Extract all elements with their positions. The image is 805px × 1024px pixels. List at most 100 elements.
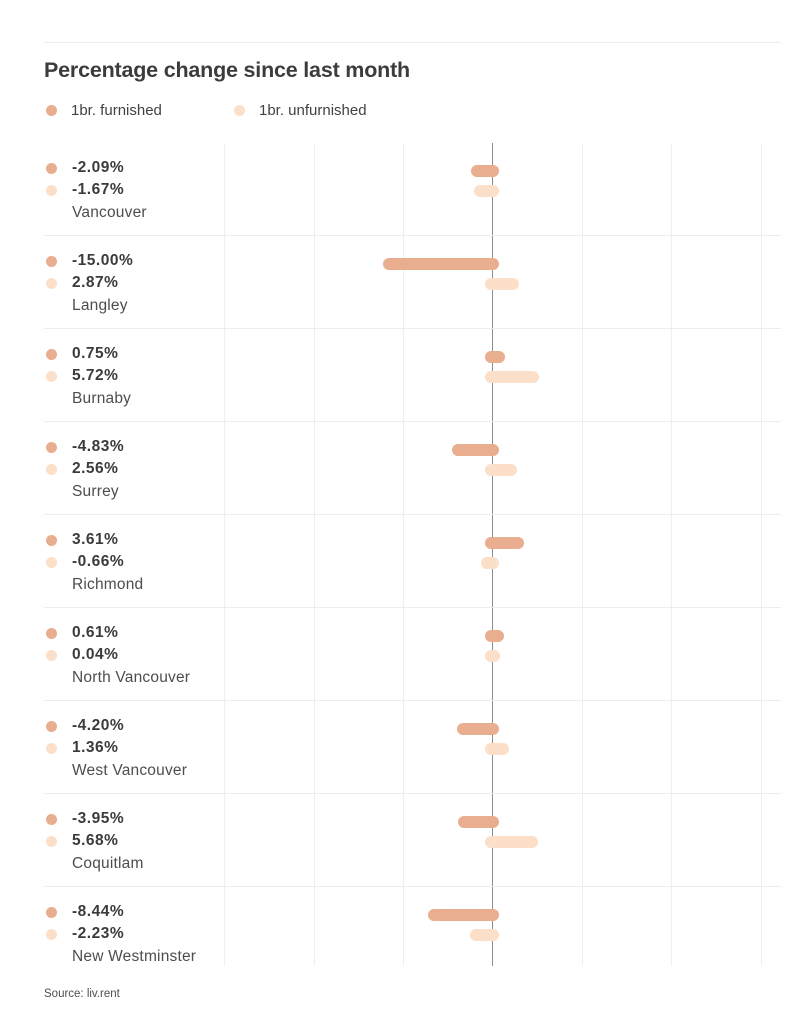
zero-axis-line: [491, 143, 494, 966]
unfurnished-bar: [480, 557, 500, 569]
value-line: 0.75%: [46, 343, 131, 365]
unfurnished-value: 5.68%: [72, 832, 119, 849]
value-line: -1.67%: [46, 179, 147, 201]
unfurnished-dot-icon: [46, 463, 57, 475]
value-line: 0.61%: [46, 622, 190, 644]
furnished-value: -4.20%: [72, 717, 125, 734]
unfurnished-bar: [485, 650, 500, 662]
furnished-bar: [452, 444, 500, 456]
legend-item-unfurnished: 1br. unfurnished: [234, 102, 367, 119]
furnished-value: 0.75%: [72, 345, 119, 362]
unfurnished-dot-icon: [46, 742, 57, 754]
value-line: -2.23%: [46, 923, 196, 945]
row-labels: -3.95% 5.68% Coquitlam: [46, 808, 144, 879]
unfurnished-dot-icon: [46, 277, 57, 289]
row-labels: 0.61% 0.04% North Vancouver: [46, 622, 190, 693]
value-line: -4.20%: [46, 715, 187, 737]
furnished-value: -3.95%: [72, 810, 125, 827]
value-line: 2.87%: [46, 272, 133, 294]
value-line: -15.00%: [46, 250, 133, 272]
city-label: New Westminster: [72, 948, 197, 965]
furnished-bar: [427, 909, 500, 921]
furnished-dot-icon: [46, 348, 57, 360]
vertical-gridline: [582, 143, 583, 966]
table-row: -15.00% 2.87% Langley: [0, 236, 805, 329]
unfurnished-bar: [485, 836, 539, 848]
furnished-value: -4.83%: [72, 438, 125, 455]
row-labels: -8.44% -2.23% New Westminster: [46, 901, 196, 966]
vertical-gridline: [314, 143, 315, 966]
unfurnished-dot-icon: [234, 105, 245, 116]
value-line: 1.36%: [46, 737, 187, 759]
unfurnished-dot-icon: [46, 184, 57, 196]
city-label: West Vancouver: [72, 762, 188, 779]
city-label: Burnaby: [72, 390, 132, 407]
chart-title: Percentage change since last month: [44, 58, 410, 82]
furnished-bar: [485, 537, 525, 549]
source-caption: Source: liv.rent: [44, 988, 120, 1000]
value-line: 3.61%: [46, 529, 143, 551]
unfurnished-value: 1.36%: [72, 739, 119, 756]
unfurnished-bar: [485, 464, 517, 476]
value-line: 0.04%: [46, 644, 190, 666]
value-line: -8.44%: [46, 901, 196, 923]
furnished-bar: [471, 165, 500, 177]
unfurnished-dot-icon: [46, 928, 57, 940]
unfurnished-value: 5.72%: [72, 367, 119, 384]
chart-area: -2.09% -1.67% Vancouver -15.00% 2.87% Langley…: [0, 143, 805, 966]
top-divider: [44, 42, 781, 43]
vertical-gridline: [224, 143, 225, 966]
row-labels: -4.20% 1.36% West Vancouver: [46, 715, 187, 786]
furnished-value: 0.61%: [72, 624, 119, 641]
unfurnished-dot-icon: [46, 556, 57, 568]
furnished-bar: [456, 723, 500, 735]
table-row: -4.83% 2.56% Surrey: [0, 422, 805, 515]
value-line: -3.95%: [46, 808, 144, 830]
furnished-dot-icon: [46, 627, 57, 639]
furnished-value: 3.61%: [72, 531, 119, 548]
city-label: Coquitlam: [72, 855, 144, 872]
row-labels: -15.00% 2.87% Langley: [46, 250, 133, 321]
furnished-dot-icon: [46, 906, 57, 918]
unfurnished-bar: [473, 185, 500, 197]
table-row: 3.61% -0.66% Richmond: [0, 515, 805, 608]
legend-item-furnished: 1br. furnished: [46, 102, 162, 119]
value-line: -4.83%: [46, 436, 124, 458]
furnished-dot-icon: [46, 105, 57, 116]
unfurnished-value: -1.67%: [72, 181, 125, 198]
furnished-value: -2.09%: [72, 159, 125, 176]
unfurnished-value: -0.66%: [72, 553, 125, 570]
unfurnished-bar: [485, 371, 539, 383]
unfurnished-value: 2.56%: [72, 460, 119, 477]
legend-label-unfurnished: 1br. unfurnished: [259, 102, 367, 119]
furnished-bar: [458, 816, 500, 828]
unfurnished-value: 2.87%: [72, 274, 119, 291]
unfurnished-value: -2.23%: [72, 925, 125, 942]
unfurnished-bar: [485, 743, 509, 755]
value-line: -0.66%: [46, 551, 143, 573]
table-row: -8.44% -2.23% New Westminster: [0, 887, 805, 966]
table-row: -4.20% 1.36% West Vancouver: [0, 701, 805, 794]
city-label: North Vancouver: [72, 669, 191, 686]
unfurnished-bar: [470, 929, 500, 941]
unfurnished-dot-icon: [46, 370, 57, 382]
vertical-gridline: [761, 143, 762, 966]
row-labels: 0.75% 5.72% Burnaby: [46, 343, 131, 414]
city-label: Langley: [72, 297, 128, 314]
legend-label-furnished: 1br. furnished: [71, 102, 162, 119]
unfurnished-value: 0.04%: [72, 646, 119, 663]
table-row: 0.61% 0.04% North Vancouver: [0, 608, 805, 701]
furnished-bar: [485, 351, 505, 363]
value-line: 2.56%: [46, 458, 124, 480]
unfurnished-dot-icon: [46, 649, 57, 661]
value-line: -2.09%: [46, 157, 147, 179]
vertical-gridline: [671, 143, 672, 966]
city-label: Surrey: [72, 483, 119, 500]
furnished-dot-icon: [46, 813, 57, 825]
value-line: 5.72%: [46, 365, 131, 387]
table-row: 0.75% 5.72% Burnaby: [0, 329, 805, 422]
furnished-dot-icon: [46, 720, 57, 732]
unfurnished-bar: [485, 278, 520, 290]
furnished-dot-icon: [46, 534, 57, 546]
